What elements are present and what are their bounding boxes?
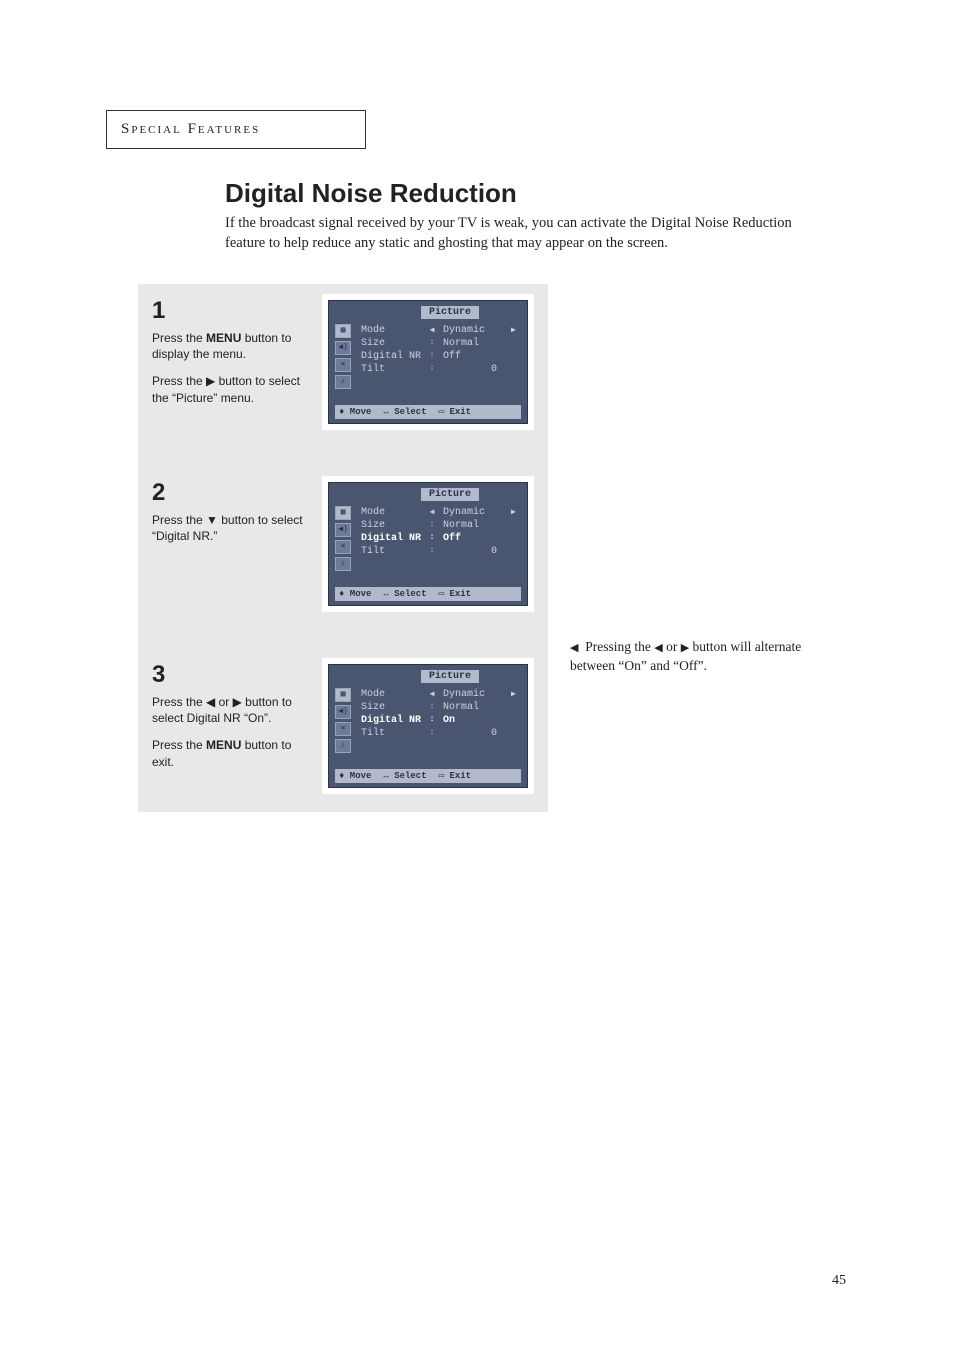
osd-title: Picture bbox=[421, 488, 479, 501]
osd-screenshot: Picture ▦ ◀) ✕ ♪ Mode◀Dynamic▶Size:NormalDigi… bbox=[322, 658, 534, 794]
osd-tab-icon: ✕ bbox=[335, 722, 351, 736]
osd-title: Picture bbox=[421, 670, 479, 683]
step-text: 2Press the ▼ button to select “Digital N… bbox=[152, 476, 308, 555]
osd-tab-icon: ✕ bbox=[335, 358, 351, 372]
osd-tab-icon: ✕ bbox=[335, 540, 351, 554]
osd-row: Size:Normal bbox=[361, 337, 521, 350]
osd-row: Size:Normal bbox=[361, 701, 521, 714]
osd-row: Mode◀Dynamic▶ bbox=[361, 688, 521, 701]
step-paragraph: Press the ▼ button to select “Digital NR… bbox=[152, 512, 308, 546]
osd-tab-icon: ◀) bbox=[335, 705, 351, 719]
step-text: 3Press the ◀ or ▶ button to select Digit… bbox=[152, 658, 308, 781]
step-block: 3Press the ◀ or ▶ button to select Digit… bbox=[152, 658, 534, 794]
side-note: ◀ Pressing the ◀ or ▶ button will altern… bbox=[570, 638, 845, 676]
step-number: 1 bbox=[152, 294, 308, 328]
section-header: Special Features bbox=[106, 110, 366, 149]
steps-column: 1Press the MENU button to display the me… bbox=[138, 284, 548, 812]
osd-tab-icon: ♪ bbox=[335, 375, 351, 389]
osd-footer: ♦ Move↔ Select▭ Exit bbox=[335, 587, 521, 601]
osd-row: Digital NR:Off bbox=[361, 350, 521, 363]
osd-row: Digital NR:On bbox=[361, 714, 521, 727]
osd-tab-icon: ◀) bbox=[335, 341, 351, 355]
osd-row: Tilt:0 bbox=[361, 545, 521, 558]
step-paragraph: Press the MENU button to display the men… bbox=[152, 330, 308, 364]
step-text: 1Press the MENU button to display the me… bbox=[152, 294, 308, 417]
osd-tab-icon: ♪ bbox=[335, 557, 351, 571]
osd-row: Mode◀Dynamic▶ bbox=[361, 506, 521, 519]
osd-title: Picture bbox=[421, 306, 479, 319]
osd-tab-icon: ▦ bbox=[335, 324, 351, 338]
osd-tab-icon: ▦ bbox=[335, 506, 351, 520]
osd-row: Size:Normal bbox=[361, 519, 521, 532]
step-number: 3 bbox=[152, 658, 308, 692]
osd-row: Tilt:0 bbox=[361, 363, 521, 376]
page-title: Digital Noise Reduction bbox=[225, 178, 517, 209]
osd-tab-icon: ♪ bbox=[335, 739, 351, 753]
step-number: 2 bbox=[152, 476, 308, 510]
step-paragraph: Press the ◀ or ▶ button to select Digita… bbox=[152, 694, 308, 728]
osd-row: Digital NR:Off bbox=[361, 532, 521, 545]
osd-screenshot: Picture ▦ ◀) ✕ ♪ Mode◀Dynamic▶Size:NormalDigi… bbox=[322, 294, 534, 430]
osd-tab-icon: ◀) bbox=[335, 523, 351, 537]
intro-text: If the broadcast signal received by your… bbox=[225, 214, 835, 253]
step-block: 2Press the ▼ button to select “Digital N… bbox=[152, 476, 534, 612]
osd-footer: ♦ Move↔ Select▭ Exit bbox=[335, 769, 521, 783]
step-paragraph: Press the ▶ button to select the “Pictur… bbox=[152, 373, 308, 407]
osd-screenshot: Picture ▦ ◀) ✕ ♪ Mode◀Dynamic▶Size:NormalDigi… bbox=[322, 476, 534, 612]
osd-tab-icon: ▦ bbox=[335, 688, 351, 702]
page-number: 45 bbox=[832, 1273, 846, 1289]
osd-row: Tilt:0 bbox=[361, 727, 521, 740]
step-paragraph: Press the MENU button to exit. bbox=[152, 737, 308, 771]
osd-row: Mode◀Dynamic▶ bbox=[361, 324, 521, 337]
step-block: 1Press the MENU button to display the me… bbox=[152, 294, 534, 430]
osd-footer: ♦ Move↔ Select▭ Exit bbox=[335, 405, 521, 419]
